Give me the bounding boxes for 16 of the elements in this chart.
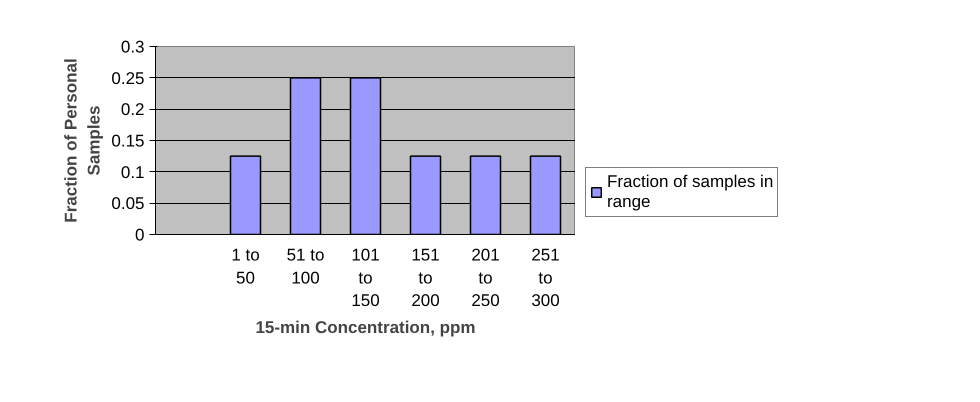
x-tick-label: 151 to 200 bbox=[411, 246, 440, 310]
x-tick-label: 201 to 250 bbox=[471, 246, 500, 310]
y-tick-label: 0.15 bbox=[111, 132, 145, 150]
x-tick-label: 251 to 300 bbox=[531, 246, 560, 310]
legend-label: Fraction of samples in range bbox=[607, 172, 774, 212]
x-tick-label: 1 to 50 bbox=[231, 246, 260, 288]
y-tick-label: 0.05 bbox=[111, 194, 145, 214]
y-tick-label: 0.25 bbox=[111, 68, 145, 88]
y-tick-label: 0.3 bbox=[120, 38, 145, 56]
x-tick-label: 51 to 100 bbox=[286, 246, 324, 288]
x-axis-title: 15-min Concentration, ppm bbox=[255, 318, 476, 338]
y-tick-label: 0 bbox=[135, 226, 145, 244]
y-axis-title: Fraction of Personal Samples bbox=[62, 58, 104, 223]
y-tick-label: 0.1 bbox=[120, 162, 145, 182]
x-tick-label: 101 to 150 bbox=[351, 246, 380, 310]
y-tick-label: 0.2 bbox=[120, 100, 145, 120]
